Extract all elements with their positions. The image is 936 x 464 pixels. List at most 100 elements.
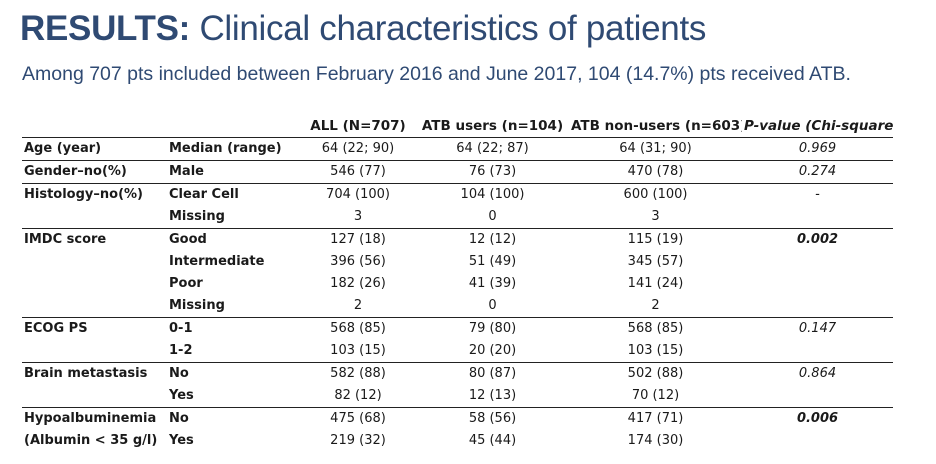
category-label: Yes — [169, 388, 194, 403]
category-label: No — [169, 366, 189, 381]
all-value: 64 (22; 90) — [321, 141, 395, 156]
group-label-secondary: (Albumin < 35 g/l) — [24, 433, 158, 448]
nonusers-value: 568 (85) — [627, 321, 684, 336]
users-value: 12 (12) — [468, 232, 517, 247]
all-value: 182 (26) — [330, 276, 386, 291]
category-label: 1-2 — [169, 343, 193, 358]
category-label: 0-1 — [169, 321, 193, 336]
all-value: 127 (18) — [330, 232, 386, 247]
group-imdc-score: IMDC score Good 127 (18) 12 (12) 115 (19… — [22, 229, 893, 318]
header-all: ALL (N=707) — [310, 118, 406, 134]
users-value: 51 (49) — [468, 254, 517, 269]
empty-cell — [22, 295, 167, 318]
nonusers-value: 470 (78) — [627, 164, 684, 179]
nonusers-value: 345 (57) — [627, 254, 684, 269]
p-value: 0.274 — [798, 164, 837, 179]
header-p-value: P-value (Chi-square) — [744, 118, 893, 134]
table-row: Missing 3 0 3 — [22, 206, 893, 229]
nonusers-value: 174 (30) — [627, 433, 684, 448]
empty-cell — [22, 206, 167, 229]
empty-cell — [22, 273, 167, 295]
table-row: Yes 82 (12) 12 (13) 70 (12) — [22, 385, 893, 408]
all-value: 396 (56) — [330, 254, 386, 269]
empty-cell — [742, 251, 893, 273]
group-label: Age (year) — [24, 141, 102, 156]
group-histology: Histology–no(%) Clear Cell 704 (100) 104… — [22, 184, 893, 229]
category-label: Intermediate — [169, 254, 265, 269]
empty-cell — [742, 430, 893, 452]
table-row: Histology–no(%) Clear Cell 704 (100) 104… — [22, 184, 893, 207]
header-atb-non-users: ATB non-users (n=603) — [571, 118, 742, 134]
nonusers-value: 417 (71) — [627, 411, 684, 426]
category-label: Good — [169, 232, 207, 247]
nonusers-value: 502 (88) — [627, 366, 684, 381]
nonusers-value: 70 (12) — [631, 388, 680, 403]
users-value: 80 (87) — [468, 366, 517, 381]
users-value: 12 (13) — [468, 388, 517, 403]
category-label: No — [169, 411, 189, 426]
empty-cell — [742, 273, 893, 295]
nonusers-value: 64 (31; 90) — [619, 141, 692, 156]
all-value: 3 — [353, 209, 363, 224]
category-label: Yes — [169, 433, 194, 448]
all-value: 82 (12) — [334, 388, 382, 403]
table-row: Hypoalbuminemia No 475 (68) 58 (56) 417 … — [22, 408, 893, 431]
p-value: 0.006 — [796, 411, 839, 426]
clinical-characteristics-table: ALL (N=707) ATB users (n=104) ATB non-us… — [22, 115, 893, 452]
group-hypoalbuminemia: Hypoalbuminemia No 475 (68) 58 (56) 417 … — [22, 408, 893, 453]
table-row: Age (year) Median (range) 64 (22; 90) 64… — [22, 138, 893, 161]
table-row: Intermediate 396 (56) 51 (49) 345 (57) — [22, 251, 893, 273]
users-value: 0 — [488, 209, 497, 224]
nonusers-value: 3 — [651, 209, 660, 224]
users-value: 76 (73) — [468, 164, 517, 179]
table-row: (Albumin < 35 g/l) Yes 219 (32) 45 (44) … — [22, 430, 893, 452]
slide-title: RESULTS: Clinical characteristics of pat… — [20, 9, 706, 49]
category-label: Male — [169, 164, 204, 179]
category-label: Missing — [169, 209, 225, 224]
p-value: 0.002 — [796, 232, 839, 247]
all-value: 704 (100) — [326, 187, 390, 202]
group-label: IMDC score — [24, 232, 107, 247]
group-age: Age (year) Median (range) 64 (22; 90) 64… — [22, 138, 893, 161]
table-row: Missing 2 0 2 — [22, 295, 893, 318]
group-ecog-ps: ECOG PS 0-1 568 (85) 79 (80) 568 (85) 0.… — [22, 318, 893, 363]
group-label: ECOG PS — [24, 321, 88, 336]
nonusers-value: 141 (24) — [627, 276, 684, 291]
title-text: Clinical characteristics of patients — [190, 9, 707, 48]
users-value: 41 (39) — [468, 276, 517, 291]
group-label: Gender–no(%) — [24, 164, 127, 179]
users-value: 45 (44) — [468, 433, 517, 448]
table-row: 1-2 103 (15) 20 (20) 103 (15) — [22, 340, 893, 363]
group-label: Brain metastasis — [24, 366, 148, 381]
table-row: Gender–no(%) Male 546 (77) 76 (73) 470 (… — [22, 161, 893, 184]
all-value: 103 (15) — [330, 343, 386, 358]
header-cell — [167, 115, 300, 138]
all-value: 219 (32) — [330, 433, 386, 448]
category-label: Clear Cell — [169, 187, 239, 202]
header-atb-users: ATB users (n=104) — [421, 118, 564, 134]
category-label: Median (range) — [169, 141, 282, 156]
all-value: 475 (68) — [330, 411, 386, 426]
nonusers-value: 2 — [651, 298, 660, 313]
table-row: IMDC score Good 127 (18) 12 (12) 115 (19… — [22, 229, 893, 252]
users-value: 0 — [488, 298, 497, 313]
category-label: Missing — [169, 298, 225, 313]
title-results-label: RESULTS: — [20, 9, 191, 48]
p-value: - — [815, 187, 820, 202]
users-value: 79 (80) — [468, 321, 517, 336]
category-label: Poor — [169, 276, 203, 291]
empty-cell — [22, 385, 167, 408]
header-row: ALL (N=707) ATB users (n=104) ATB non-us… — [22, 115, 893, 138]
table-row: Poor 182 (26) 41 (39) 141 (24) — [22, 273, 893, 295]
empty-cell — [22, 251, 167, 273]
table-row: Brain metastasis No 582 (88) 80 (87) 502… — [22, 363, 893, 386]
all-value: 568 (85) — [330, 321, 386, 336]
p-value: 0.147 — [798, 321, 837, 336]
p-value: 0.969 — [798, 141, 837, 156]
p-value: 0.864 — [798, 366, 837, 381]
users-value: 104 (100) — [460, 187, 525, 202]
group-label: Hypoalbuminemia — [24, 411, 157, 426]
group-brain-metastasis: Brain metastasis No 582 (88) 80 (87) 502… — [22, 363, 893, 408]
users-value: 20 (20) — [468, 343, 517, 358]
empty-cell — [742, 340, 893, 363]
